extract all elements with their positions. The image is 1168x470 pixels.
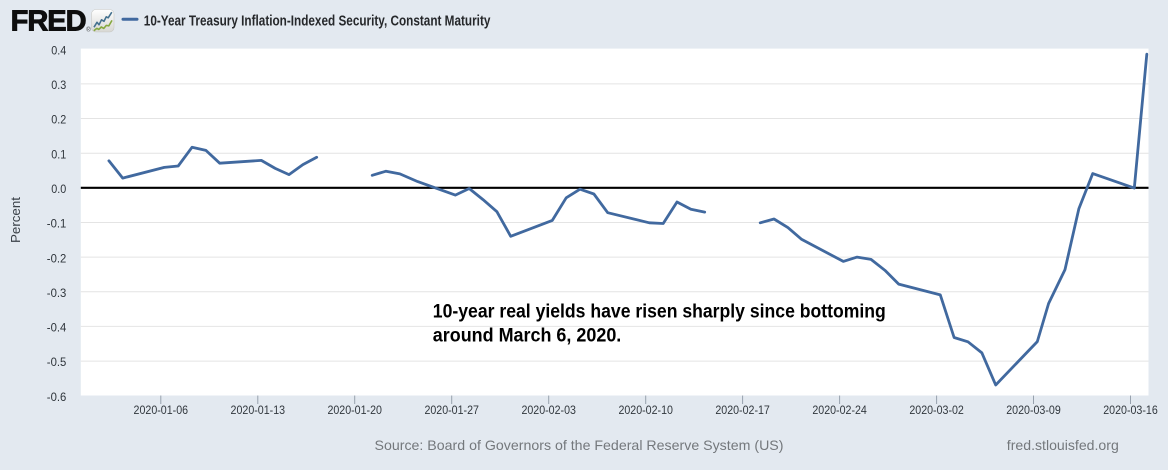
- svg-text:2020-03-09: 2020-03-09: [1006, 405, 1061, 417]
- svg-text:®: ®: [86, 27, 91, 34]
- svg-text:-0.3: -0.3: [47, 286, 67, 300]
- svg-text:10-Year Treasury Inflation-Ind: 10-Year Treasury Inflation-Indexed Secur…: [144, 14, 491, 30]
- svg-text:Percent: Percent: [9, 196, 23, 243]
- svg-text:fred.stlouisfed.org: fred.stlouisfed.org: [1007, 437, 1119, 453]
- svg-text:2020-01-06: 2020-01-06: [134, 405, 189, 417]
- svg-text:2020-02-17: 2020-02-17: [715, 405, 770, 417]
- svg-text:2020-01-27: 2020-01-27: [424, 405, 479, 417]
- svg-text:0.3: 0.3: [51, 78, 66, 92]
- svg-text:-0.1: -0.1: [47, 217, 67, 231]
- svg-text:0.1: 0.1: [51, 147, 66, 161]
- svg-text:-0.2: -0.2: [47, 251, 67, 265]
- svg-text:2020-02-10: 2020-02-10: [618, 405, 673, 417]
- svg-text:-0.6: -0.6: [47, 390, 67, 404]
- svg-text:Source: Board of Governors of: Source: Board of Governors of the Federa…: [375, 437, 784, 453]
- svg-text:2020-03-02: 2020-03-02: [909, 405, 964, 417]
- svg-text:10-year real yields have risen: 10-year real yields have risen sharply s…: [433, 301, 886, 323]
- svg-text:2020-03-16: 2020-03-16: [1103, 405, 1158, 417]
- svg-text:around March 6, 2020.: around March 6, 2020.: [433, 325, 622, 347]
- svg-text:2020-01-20: 2020-01-20: [327, 405, 382, 417]
- svg-text:2020-01-13: 2020-01-13: [231, 405, 286, 417]
- svg-text:-0.4: -0.4: [47, 321, 67, 335]
- svg-text:-0.5: -0.5: [47, 355, 67, 369]
- svg-text:0.0: 0.0: [51, 182, 66, 196]
- svg-text:0.2: 0.2: [51, 113, 66, 127]
- svg-text:FRED: FRED: [11, 6, 86, 38]
- svg-text:2020-02-24: 2020-02-24: [812, 405, 867, 417]
- svg-text:0.4: 0.4: [51, 43, 66, 57]
- svg-text:2020-02-03: 2020-02-03: [521, 405, 576, 417]
